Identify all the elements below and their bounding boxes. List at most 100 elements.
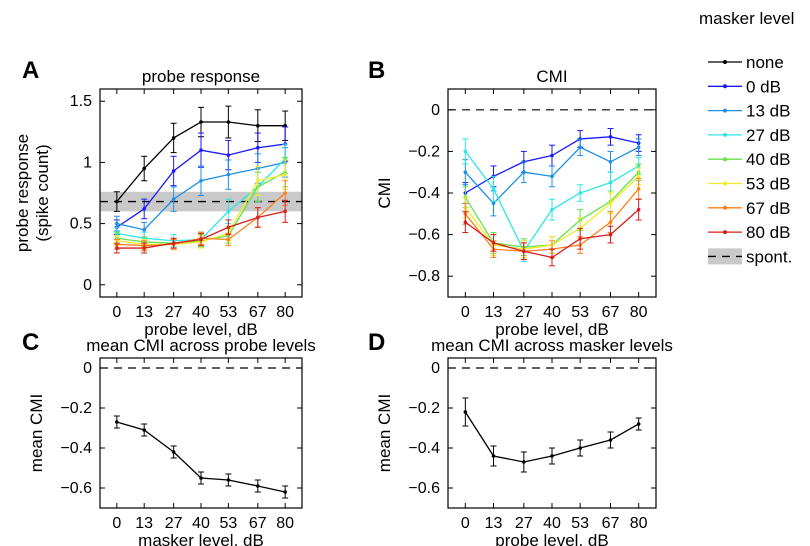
x-tick-label: 40	[543, 304, 561, 321]
data-point	[142, 207, 146, 211]
y-tick-label: −0.4	[408, 440, 440, 457]
x-tick-label: 80	[630, 515, 648, 532]
x-tick-label: 80	[276, 515, 294, 532]
x-tick-label: 13	[135, 304, 153, 321]
x-axis-label: masker level, dB	[138, 531, 264, 546]
data-point	[578, 145, 582, 150]
data-point	[256, 215, 260, 220]
legend-label: 13 dB	[746, 102, 790, 121]
x-tick-label: 0	[461, 304, 470, 321]
data-point	[226, 172, 231, 177]
data-point	[608, 220, 613, 224]
y-tick-label: −0.8	[408, 268, 440, 285]
series-80-db	[113, 199, 289, 254]
legend-label: 80 dB	[746, 223, 790, 242]
data-point	[171, 136, 176, 140]
y-tick-label: 0	[431, 102, 440, 119]
data-point	[226, 209, 231, 214]
data-point	[256, 123, 260, 128]
y-axis-label: probe response(spike count)	[13, 134, 52, 252]
data-point	[608, 160, 613, 164]
data-point	[491, 454, 496, 458]
legend-label: spont.	[746, 247, 792, 266]
data-point	[283, 191, 287, 195]
x-tick-label: 67	[249, 515, 267, 532]
y-tick-label: −0.6	[408, 227, 440, 244]
y-tick-label: −0.4	[408, 185, 440, 202]
y-tick-label: −0.6	[60, 480, 92, 497]
legend-label: 27 dB	[746, 126, 790, 145]
x-tick-label: 67	[249, 304, 267, 321]
panel-letter: A	[22, 57, 39, 84]
data-point	[199, 148, 203, 152]
chart-title: CMI	[536, 67, 567, 86]
data-point	[491, 187, 496, 191]
x-tick-label: 67	[602, 304, 620, 321]
legend-marker	[723, 205, 727, 210]
y-tick-label: −0.2	[60, 400, 92, 417]
series-mean	[113, 415, 289, 499]
x-tick-label: 0	[112, 304, 121, 321]
data-point	[256, 145, 260, 150]
y-tick-label: −0.4	[60, 440, 92, 457]
data-point	[171, 197, 176, 201]
x-tick-label: 27	[515, 515, 533, 532]
data-point	[636, 422, 641, 426]
x-axis-label: probe level, dB	[495, 531, 608, 546]
legend-entry-40-db: 40 dB	[708, 150, 790, 169]
y-tick-label: 1.5	[70, 93, 92, 110]
legend-entry-13-db: 13 dB	[708, 102, 790, 121]
x-tick-label: 27	[515, 304, 533, 321]
x-tick-label: 40	[192, 304, 210, 321]
legend-entry-0-db: 0 dB	[708, 77, 781, 96]
series-mean	[462, 397, 642, 473]
data-point	[226, 478, 231, 482]
data-point	[608, 201, 613, 206]
data-point	[283, 209, 287, 214]
data-point	[608, 232, 613, 237]
legend-entry-27-db: 27 dB	[708, 126, 790, 145]
panel-b: B 0 13 27 40 53 67 80 0 −0.2 −0.4 −0.6 −0.8 CMI probe …	[368, 57, 657, 339]
x-axis-label: probe level, dB	[144, 320, 257, 339]
data-point	[226, 225, 231, 230]
y-axis-label-line: probe response	[13, 134, 32, 252]
panel-c: C 0 13 27 40 53 67 80 0 −0.2 −0.4 −0.6 mean CMI acro…	[22, 329, 316, 546]
legend: masker level none 0 dB 13 dB 27 dB 40 dB 53 dB…	[699, 9, 794, 266]
data-point	[115, 221, 119, 226]
data-point	[142, 246, 146, 250]
y-axis-label: CMI	[375, 177, 394, 208]
data-point	[463, 170, 468, 174]
legend-entry-spont: spont.	[708, 247, 792, 266]
data-point	[226, 120, 231, 124]
y-axis-label-line: (spike count)	[33, 144, 52, 241]
data-point	[199, 237, 203, 242]
legend-marker	[723, 157, 727, 162]
x-tick-label: 53	[219, 515, 237, 532]
data-point	[142, 428, 146, 432]
legend-label: 67 dB	[746, 199, 790, 218]
legend-label: 53 dB	[746, 175, 790, 194]
x-tick-label: 40	[192, 515, 210, 532]
x-tick-label: 13	[485, 515, 503, 532]
x-tick-label: 27	[165, 515, 183, 532]
legend-entry-67-db: 67 dB	[708, 199, 790, 218]
x-axis-label: probe level, dB	[495, 320, 608, 339]
data-point	[636, 145, 641, 150]
data-point	[550, 454, 554, 458]
legend-entry-none: none	[708, 53, 784, 72]
data-point	[636, 207, 641, 212]
data-point	[283, 172, 287, 177]
legend-entry-80-db: 80 dB	[708, 223, 790, 242]
y-tick-label: 0	[83, 277, 92, 294]
legend-marker	[723, 230, 727, 235]
x-tick-label: 0	[112, 515, 121, 532]
data-point	[115, 246, 119, 250]
x-tick-label: 13	[485, 304, 503, 321]
legend-marker	[723, 60, 727, 64]
data-point	[199, 178, 203, 183]
legend-marker	[723, 132, 727, 137]
legend-marker	[723, 108, 727, 113]
data-point	[608, 180, 613, 185]
panel-letter: B	[368, 57, 385, 84]
legend-label: none	[746, 53, 784, 72]
